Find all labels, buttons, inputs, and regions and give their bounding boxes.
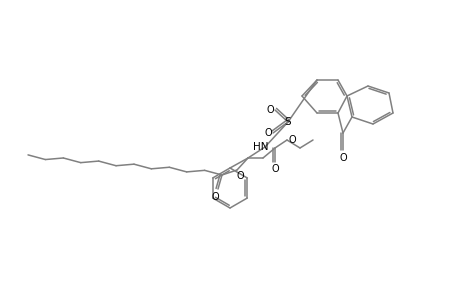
Text: O: O [211, 192, 218, 202]
Text: O: O [338, 153, 346, 163]
Text: S: S [284, 117, 291, 127]
Text: O: O [263, 128, 271, 138]
Text: O: O [266, 105, 273, 115]
Text: HN: HN [253, 142, 268, 152]
Text: O: O [287, 135, 295, 145]
Text: O: O [235, 171, 243, 181]
Text: O: O [271, 164, 278, 174]
